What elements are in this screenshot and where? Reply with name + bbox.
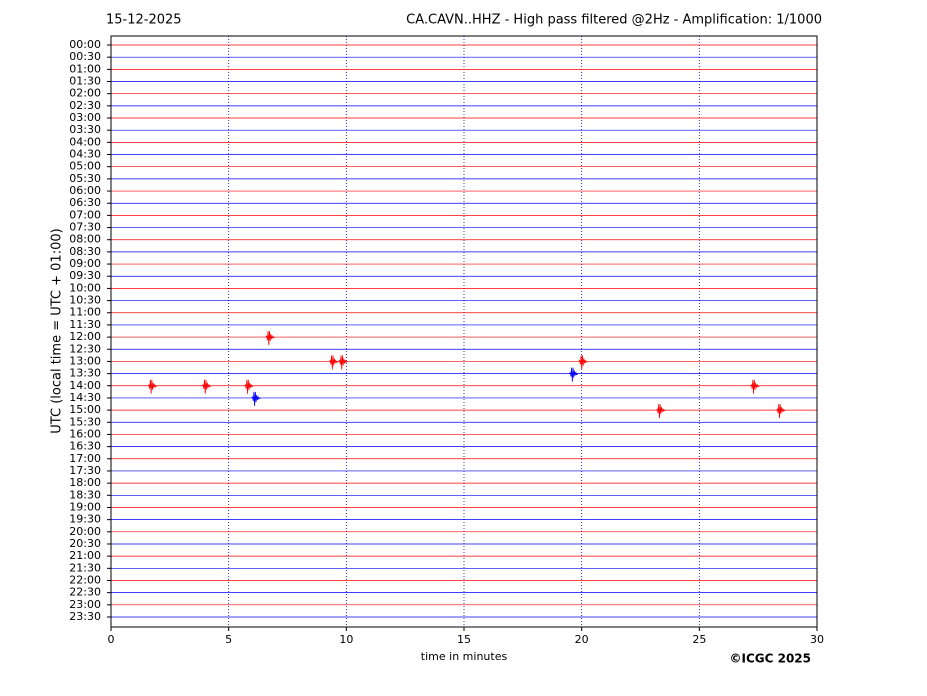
- y-tick-label: 09:30: [69, 269, 101, 282]
- x-tick-label: 0: [108, 633, 115, 646]
- y-tick-label: 04:00: [69, 135, 101, 148]
- y-tick-label: 01:00: [69, 62, 101, 75]
- y-tick-label: 13:00: [69, 354, 101, 367]
- y-tick-label: 12:00: [69, 330, 101, 343]
- y-tick-label: 21:00: [69, 549, 101, 562]
- chart-title: CA.CAVN..HHZ - High pass filtered @2Hz -…: [406, 13, 822, 28]
- y-tick-label: 13:30: [69, 367, 101, 380]
- y-tick-label: 07:30: [69, 221, 101, 234]
- y-tick-label: 23:30: [69, 610, 101, 623]
- x-tick-label: 25: [692, 633, 706, 646]
- y-tick-label: 23:00: [69, 598, 101, 611]
- y-tick-label: 02:00: [69, 87, 101, 100]
- y-tick-label: 18:30: [69, 488, 101, 501]
- event-burst: [750, 379, 760, 394]
- y-tick-label: 01:30: [69, 75, 101, 88]
- y-tick-label: 10:30: [69, 294, 101, 307]
- y-tick-label: 12:30: [69, 342, 101, 355]
- y-tick-label: 16:30: [69, 440, 101, 453]
- x-tick-label: 5: [225, 633, 232, 646]
- y-tick-label: 16:00: [69, 427, 101, 440]
- event-burst: [244, 379, 254, 394]
- event-burst: [338, 355, 348, 370]
- y-tick-label: 11:30: [69, 318, 101, 331]
- y-tick-label: 14:00: [69, 379, 101, 392]
- y-tick-label: 22:00: [69, 573, 101, 586]
- y-tick-label: 08:00: [69, 233, 101, 246]
- y-tick-label: 05:00: [69, 160, 101, 173]
- y-tick-label: 03:00: [69, 111, 101, 124]
- y-tick-label: 00:30: [69, 50, 101, 63]
- y-tick-label: 15:00: [69, 403, 101, 416]
- event-burst: [568, 367, 579, 382]
- date: 15-12-2025: [106, 13, 182, 28]
- y-tick-label: 10:00: [69, 281, 101, 294]
- x-tick-label: 15: [457, 633, 471, 646]
- y-tick-label: 21:30: [69, 561, 101, 574]
- y-tick-label: 03:30: [69, 123, 101, 136]
- event-burst: [656, 404, 666, 419]
- y-tick-label: 04:30: [69, 148, 101, 161]
- x-tick-label: 30: [810, 633, 824, 646]
- y-axis-title: UTC (local time = UTC + 01:00): [50, 228, 65, 433]
- y-tick-label: 18:00: [69, 476, 101, 489]
- event-burst: [776, 404, 786, 419]
- event-burst: [251, 391, 261, 406]
- x-tick-label: 10: [339, 633, 353, 646]
- event-burst: [147, 379, 158, 394]
- y-tick-label: 20:30: [69, 537, 101, 550]
- y-tick-label: 05:30: [69, 172, 101, 185]
- y-tick-label: 08:30: [69, 245, 101, 258]
- event-burst: [201, 379, 212, 394]
- y-tick-label: 00:00: [69, 38, 101, 51]
- x-tick-label: 20: [575, 633, 589, 646]
- y-tick-label: 22:30: [69, 586, 101, 599]
- y-tick-label: 07:00: [69, 208, 101, 221]
- plot-frame: [110, 35, 818, 628]
- y-tick-label: 14:30: [69, 391, 101, 404]
- y-tick-label: 20:00: [69, 525, 101, 538]
- x-axis-title: time in minutes: [421, 650, 508, 663]
- event-burst: [265, 331, 275, 346]
- y-tick-label: 17:00: [69, 452, 101, 465]
- y-tick-label: 09:00: [69, 257, 101, 270]
- event-burst: [328, 355, 339, 370]
- y-tick-label: 06:30: [69, 196, 101, 209]
- y-tick-label: 11:00: [69, 306, 101, 319]
- y-tick-label: 06:00: [69, 184, 101, 197]
- y-tick-label: 02:30: [69, 99, 101, 112]
- event-burst: [578, 355, 588, 370]
- y-tick-label: 17:30: [69, 464, 101, 477]
- credit: ©ICGC 2025: [729, 652, 811, 666]
- y-tick-label: 15:30: [69, 415, 101, 428]
- y-tick-label: 19:00: [69, 500, 101, 513]
- y-tick-label: 19:30: [69, 513, 101, 526]
